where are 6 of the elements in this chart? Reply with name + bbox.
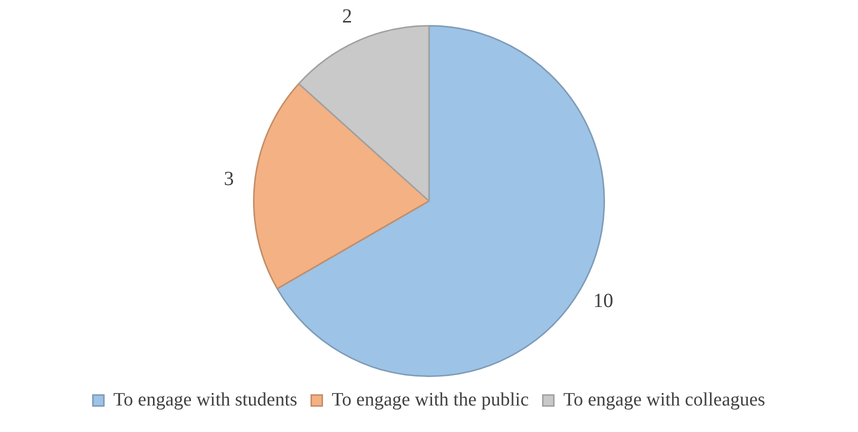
data-label: 10 [593,290,614,312]
legend-label: To engage with students [113,389,298,410]
data-label: 3 [224,168,234,190]
legend-label: To engage with colleagues [563,389,766,410]
legend-label: To engage with the public [332,389,529,410]
data-label: 2 [342,5,352,28]
